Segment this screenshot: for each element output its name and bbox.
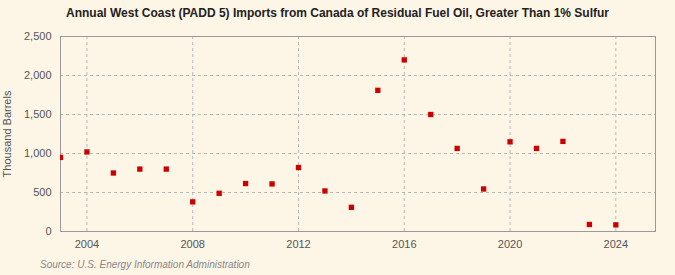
svg-text:2,000: 2,000 [24, 69, 52, 81]
svg-text:Thousand Barrels: Thousand Barrels [1, 90, 13, 177]
svg-text:1,000: 1,000 [24, 147, 52, 159]
svg-text:2020: 2020 [498, 238, 522, 250]
html-text:Source: U.S. Energy Informatio: Source: U.S. Energy Information Administ… [40, 259, 250, 270]
svg-text:2016: 2016 [392, 238, 416, 250]
svg-text:1,500: 1,500 [24, 108, 52, 120]
svg-text:2,500: 2,500 [24, 30, 52, 42]
svg-text:500: 500 [33, 186, 51, 198]
svg-text:2012: 2012 [286, 238, 310, 250]
svg-text:2008: 2008 [180, 238, 204, 250]
svg-text:0: 0 [45, 225, 51, 237]
html-text:Annual West Coast (PADD 5) Imp: Annual West Coast (PADD 5) Imports from … [66, 6, 609, 20]
svg-text:2004: 2004 [75, 238, 99, 250]
svg-text:2024: 2024 [604, 238, 628, 250]
